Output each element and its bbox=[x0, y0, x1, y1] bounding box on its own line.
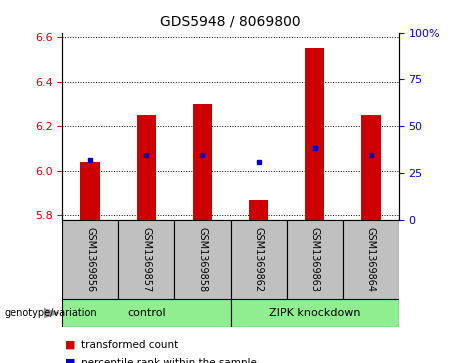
Text: ■: ■ bbox=[65, 358, 75, 363]
Bar bbox=[230, 299, 399, 327]
Text: ZIPK knockdown: ZIPK knockdown bbox=[269, 308, 361, 318]
Text: control: control bbox=[127, 308, 165, 318]
Bar bbox=[136, 115, 156, 220]
Bar bbox=[193, 104, 212, 220]
Bar bbox=[287, 220, 343, 299]
Text: GSM1369864: GSM1369864 bbox=[366, 227, 376, 292]
Text: GSM1369862: GSM1369862 bbox=[254, 227, 264, 292]
Bar bbox=[118, 220, 174, 299]
Text: GSM1369858: GSM1369858 bbox=[197, 227, 207, 292]
Text: genotype/variation: genotype/variation bbox=[5, 308, 97, 318]
Bar bbox=[81, 162, 100, 220]
Text: GSM1369863: GSM1369863 bbox=[310, 227, 319, 292]
Polygon shape bbox=[44, 309, 59, 318]
Bar bbox=[230, 220, 287, 299]
Text: percentile rank within the sample: percentile rank within the sample bbox=[81, 358, 257, 363]
Text: GSM1369856: GSM1369856 bbox=[85, 227, 95, 292]
Text: ■: ■ bbox=[65, 340, 75, 350]
Text: GSM1369857: GSM1369857 bbox=[142, 227, 151, 292]
Title: GDS5948 / 8069800: GDS5948 / 8069800 bbox=[160, 15, 301, 29]
Bar bbox=[305, 48, 325, 220]
Bar bbox=[62, 220, 118, 299]
Bar bbox=[249, 200, 268, 220]
Bar bbox=[62, 299, 230, 327]
Bar bbox=[343, 220, 399, 299]
Bar bbox=[361, 115, 380, 220]
Text: transformed count: transformed count bbox=[81, 340, 178, 350]
Bar bbox=[174, 220, 230, 299]
